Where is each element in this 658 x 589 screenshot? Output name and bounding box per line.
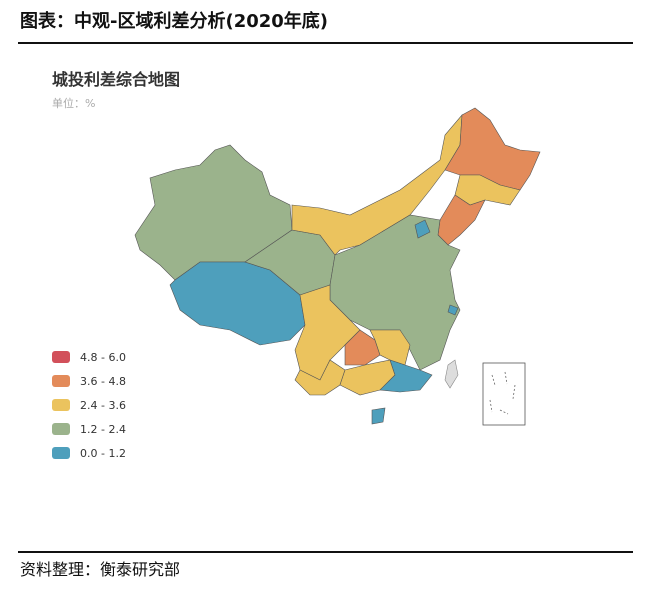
region: [414, 219, 431, 239]
china-map: [134, 107, 541, 426]
region: [447, 304, 459, 316]
region: [371, 407, 386, 425]
map-title: 城投利差综合地图: [52, 70, 180, 89]
legend: 4.8 - 6.0 3.6 - 4.8 2.4 - 3.6 1.2 - 2.4 0.0 …: [52, 351, 126, 460]
inset-box: [482, 362, 526, 426]
header-title: 图表：中观-区域利差分析(2020年底): [20, 10, 328, 32]
region: [379, 359, 433, 393]
map-subtitle: 单位：%: [52, 96, 95, 110]
legend-label: 4.8 - 6.0: [80, 351, 126, 364]
legend-swatch: [52, 447, 70, 459]
legend-swatch: [52, 399, 70, 411]
legend-label: 0.0 - 1.2: [80, 447, 126, 460]
legend-label: 1.2 - 2.4: [80, 423, 126, 436]
region: [444, 107, 541, 191]
region: [437, 194, 486, 246]
legend-swatch: [52, 375, 70, 387]
legend-label: 3.6 - 4.8: [80, 375, 126, 388]
legend-swatch: [52, 351, 70, 363]
legend-label: 2.4 - 3.6: [80, 399, 126, 412]
region: [294, 284, 361, 381]
inset-islands: [489, 371, 516, 415]
region-nodata: [444, 359, 459, 389]
legend-swatch: [52, 423, 70, 435]
region: [329, 214, 461, 371]
footer-source: 资料整理：衡泰研究部: [20, 560, 180, 579]
